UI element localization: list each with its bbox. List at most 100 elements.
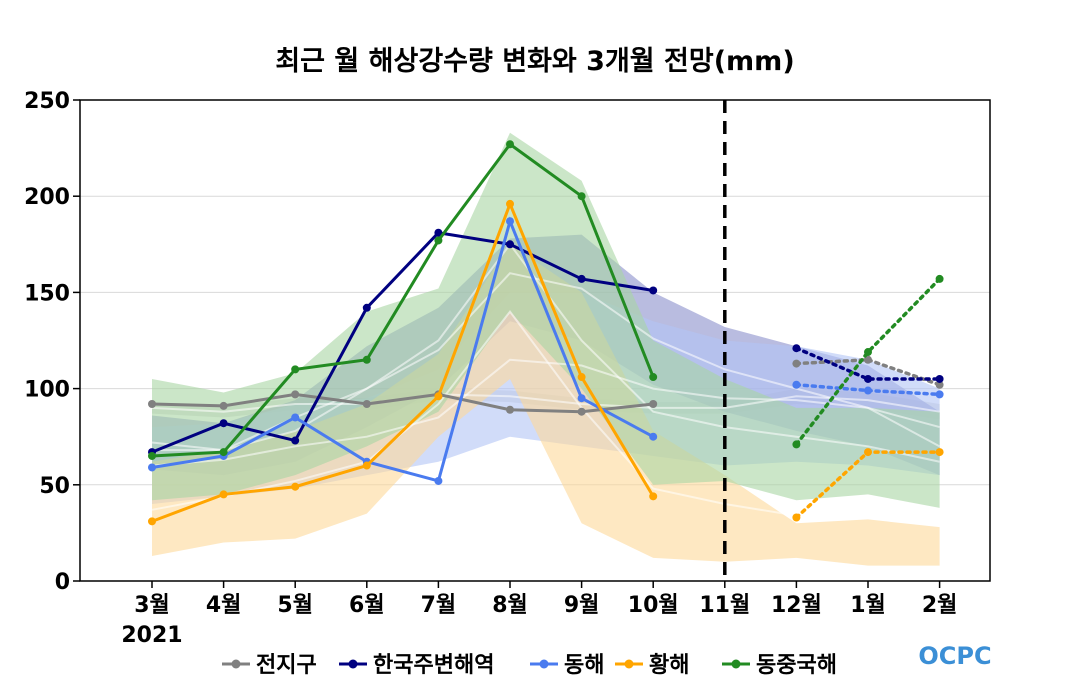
series-point xyxy=(506,240,514,249)
series-point xyxy=(291,436,300,445)
series-point xyxy=(649,432,658,441)
legend-marker xyxy=(624,659,634,669)
series-point xyxy=(291,482,300,491)
legend: 전지구 한국주변해역 동해 황해 동중국해 xyxy=(222,653,837,678)
series-point xyxy=(291,365,300,374)
chart-title: 최근 월 해상강수량 변화와 3개월 전망(mm) xyxy=(275,46,794,77)
x-tick-label: 8월 xyxy=(492,593,528,618)
forecast-point xyxy=(864,386,872,395)
forecast-line xyxy=(794,346,942,381)
x-tick-label: 10월 xyxy=(628,593,679,618)
logo-text: OCPC xyxy=(918,642,991,670)
series-point xyxy=(577,274,586,283)
forecast-point xyxy=(792,359,801,368)
forecast-point xyxy=(792,440,801,449)
series-line xyxy=(151,231,654,454)
series-point xyxy=(506,140,514,149)
series-point xyxy=(649,399,658,408)
series-point xyxy=(362,355,371,364)
y-tick-label: 100 xyxy=(24,378,70,403)
x-tick-label: 12월 xyxy=(771,593,822,618)
series-point xyxy=(148,451,156,460)
plot-frame xyxy=(79,99,991,582)
series-point xyxy=(148,463,156,472)
legend-marker xyxy=(539,659,549,669)
x-tick-label: 11월 xyxy=(699,593,750,618)
x-tick-label: 5월 xyxy=(277,593,313,618)
forecast-line xyxy=(794,277,942,447)
series-point xyxy=(219,419,228,428)
legend-marker xyxy=(348,659,358,669)
forecast-point xyxy=(935,374,944,383)
forecast-point xyxy=(864,374,872,383)
series-point xyxy=(362,399,371,408)
forecast-point xyxy=(792,513,801,522)
series-line xyxy=(151,142,655,458)
forecast-point xyxy=(864,348,872,357)
series-point xyxy=(148,399,156,408)
normal-line xyxy=(151,272,941,452)
forecast-point xyxy=(864,448,872,457)
series-point xyxy=(219,490,228,499)
series-point xyxy=(434,236,443,245)
legend-label: 한국주변해역 xyxy=(373,653,494,678)
normal-line xyxy=(151,393,940,413)
forecast-point xyxy=(935,380,944,389)
band-layer xyxy=(152,132,940,566)
legend-label: 동해 xyxy=(564,653,604,678)
series-point xyxy=(577,407,586,416)
year-label: 2021 xyxy=(121,623,182,648)
y-tick-label: 150 xyxy=(24,281,70,306)
series-line xyxy=(151,199,655,523)
normal-line xyxy=(151,309,940,525)
range-band xyxy=(152,244,940,566)
series-point xyxy=(577,394,586,403)
forecast-point xyxy=(792,380,801,389)
axis-layer: 0 50 100 150 200 250 3월 4월 5월 6월 7월 8월 9월 10월 11월 12월 1월… xyxy=(24,89,957,618)
x-tick-label: 3월 xyxy=(134,593,170,618)
series-point xyxy=(148,517,156,526)
series-line xyxy=(151,216,654,483)
series-point xyxy=(577,373,586,382)
series-point xyxy=(506,199,514,208)
legend-label: 황해 xyxy=(649,653,689,678)
series-point xyxy=(291,390,300,399)
x-tick-label: 1월 xyxy=(850,593,886,618)
line-layer xyxy=(148,140,944,526)
series-point xyxy=(577,192,586,201)
legend-label: 동중국해 xyxy=(756,653,837,678)
series-point xyxy=(434,392,443,401)
x-tick-label: 2월 xyxy=(922,593,958,618)
series-line xyxy=(151,392,654,414)
forecast-point xyxy=(864,355,872,364)
x-tick-label: 9월 xyxy=(564,593,600,618)
series-point xyxy=(362,461,371,470)
y-tick-label: 200 xyxy=(24,185,70,210)
y-tick-label: 0 xyxy=(55,570,70,595)
range-band xyxy=(152,132,940,508)
series-point xyxy=(434,228,443,237)
series-point xyxy=(649,286,658,295)
legend-marker xyxy=(231,659,241,669)
legend-marker xyxy=(731,659,741,669)
series-point xyxy=(291,413,300,422)
forecast-point xyxy=(935,448,944,457)
series-point xyxy=(434,476,443,485)
series-point xyxy=(506,217,514,226)
y-tick-label: 250 xyxy=(24,89,70,114)
series-point xyxy=(219,448,228,457)
series-point xyxy=(506,405,514,414)
series-point xyxy=(219,401,228,410)
x-tick-label: 4월 xyxy=(206,593,242,618)
forecast-point xyxy=(935,390,944,399)
series-point xyxy=(649,492,658,501)
ocpc-logo: OCPC xyxy=(918,642,991,670)
forecast-point xyxy=(792,344,801,353)
x-tick-label: 6월 xyxy=(349,593,385,618)
series-point xyxy=(649,373,658,382)
normal-line xyxy=(151,358,940,467)
series-point xyxy=(362,303,371,312)
y-tick-label: 50 xyxy=(39,474,70,499)
x-tick-label: 7월 xyxy=(421,593,457,618)
